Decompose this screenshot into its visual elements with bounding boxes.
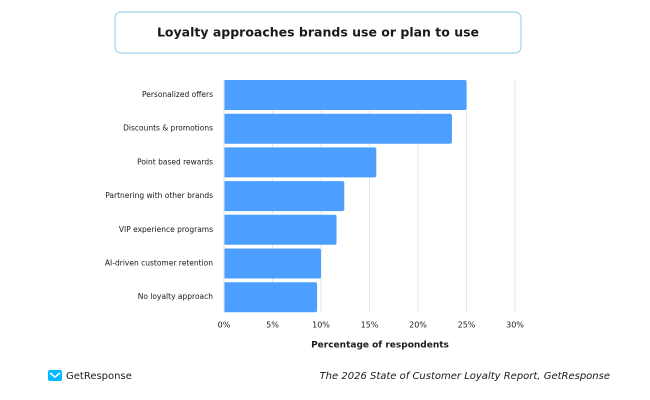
bar (224, 282, 318, 313)
bar (224, 113, 452, 144)
x-tick-label: 5% (266, 321, 279, 330)
y-tick-label: Discounts & promotions (123, 124, 213, 133)
x-tick-label: 15% (361, 321, 379, 330)
logo (48, 370, 62, 381)
x-tick-label: 25% (458, 321, 476, 330)
bar (224, 248, 321, 279)
x-axis-label: Percentage of respondents (311, 341, 449, 351)
y-tick-label: AI-driven customer retention (105, 259, 213, 268)
bar (224, 181, 345, 212)
y-tick-label: Point based rewards (137, 157, 213, 166)
bar (224, 80, 467, 110)
source: The 2026 State of Customer Loyalty Repor… (320, 371, 610, 382)
title-box (114, 11, 522, 54)
bar (224, 214, 337, 245)
x-tick-label: 20% (409, 321, 427, 330)
x-tick-label: 10% (312, 321, 330, 330)
x-tick-label: 0% (218, 321, 231, 330)
y-tick-label: Personalized offers (142, 90, 213, 99)
brand: GetResponse (66, 371, 132, 382)
chart-title: Loyalty approaches brands use or plan to… (157, 25, 479, 40)
x-tick-label: 30% (506, 321, 524, 330)
y-tick-label: VIP experience programs (119, 225, 213, 234)
y-tick-label: Partnering with other brands (105, 191, 213, 200)
bar (224, 147, 377, 178)
y-tick-label: No loyalty approach (138, 292, 213, 301)
